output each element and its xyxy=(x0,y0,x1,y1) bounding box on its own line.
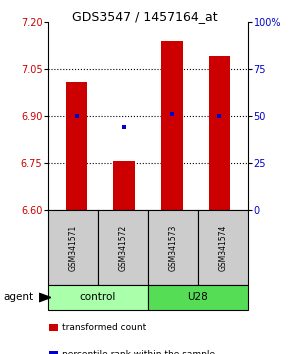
Text: GSM341572: GSM341572 xyxy=(119,224,128,270)
Text: control: control xyxy=(80,292,116,303)
Text: GSM341571: GSM341571 xyxy=(68,224,77,270)
Bar xyxy=(49,351,59,354)
Text: GDS3547 / 1457164_at: GDS3547 / 1457164_at xyxy=(72,10,218,23)
Bar xyxy=(48,210,98,285)
Text: GSM341573: GSM341573 xyxy=(168,224,177,271)
Text: U28: U28 xyxy=(188,292,209,303)
Text: percentile rank within the sample: percentile rank within the sample xyxy=(63,350,216,354)
Bar xyxy=(49,324,59,331)
Bar xyxy=(209,57,230,210)
Bar xyxy=(98,210,148,285)
Polygon shape xyxy=(39,293,51,302)
Bar xyxy=(148,210,198,285)
Bar xyxy=(48,285,148,310)
Bar xyxy=(161,41,182,210)
Bar xyxy=(66,81,87,210)
Text: transformed count: transformed count xyxy=(63,324,147,332)
Bar xyxy=(198,210,248,285)
Text: agent: agent xyxy=(3,292,33,303)
Text: GSM341574: GSM341574 xyxy=(218,224,227,271)
Bar xyxy=(113,161,135,210)
Bar xyxy=(148,285,248,310)
